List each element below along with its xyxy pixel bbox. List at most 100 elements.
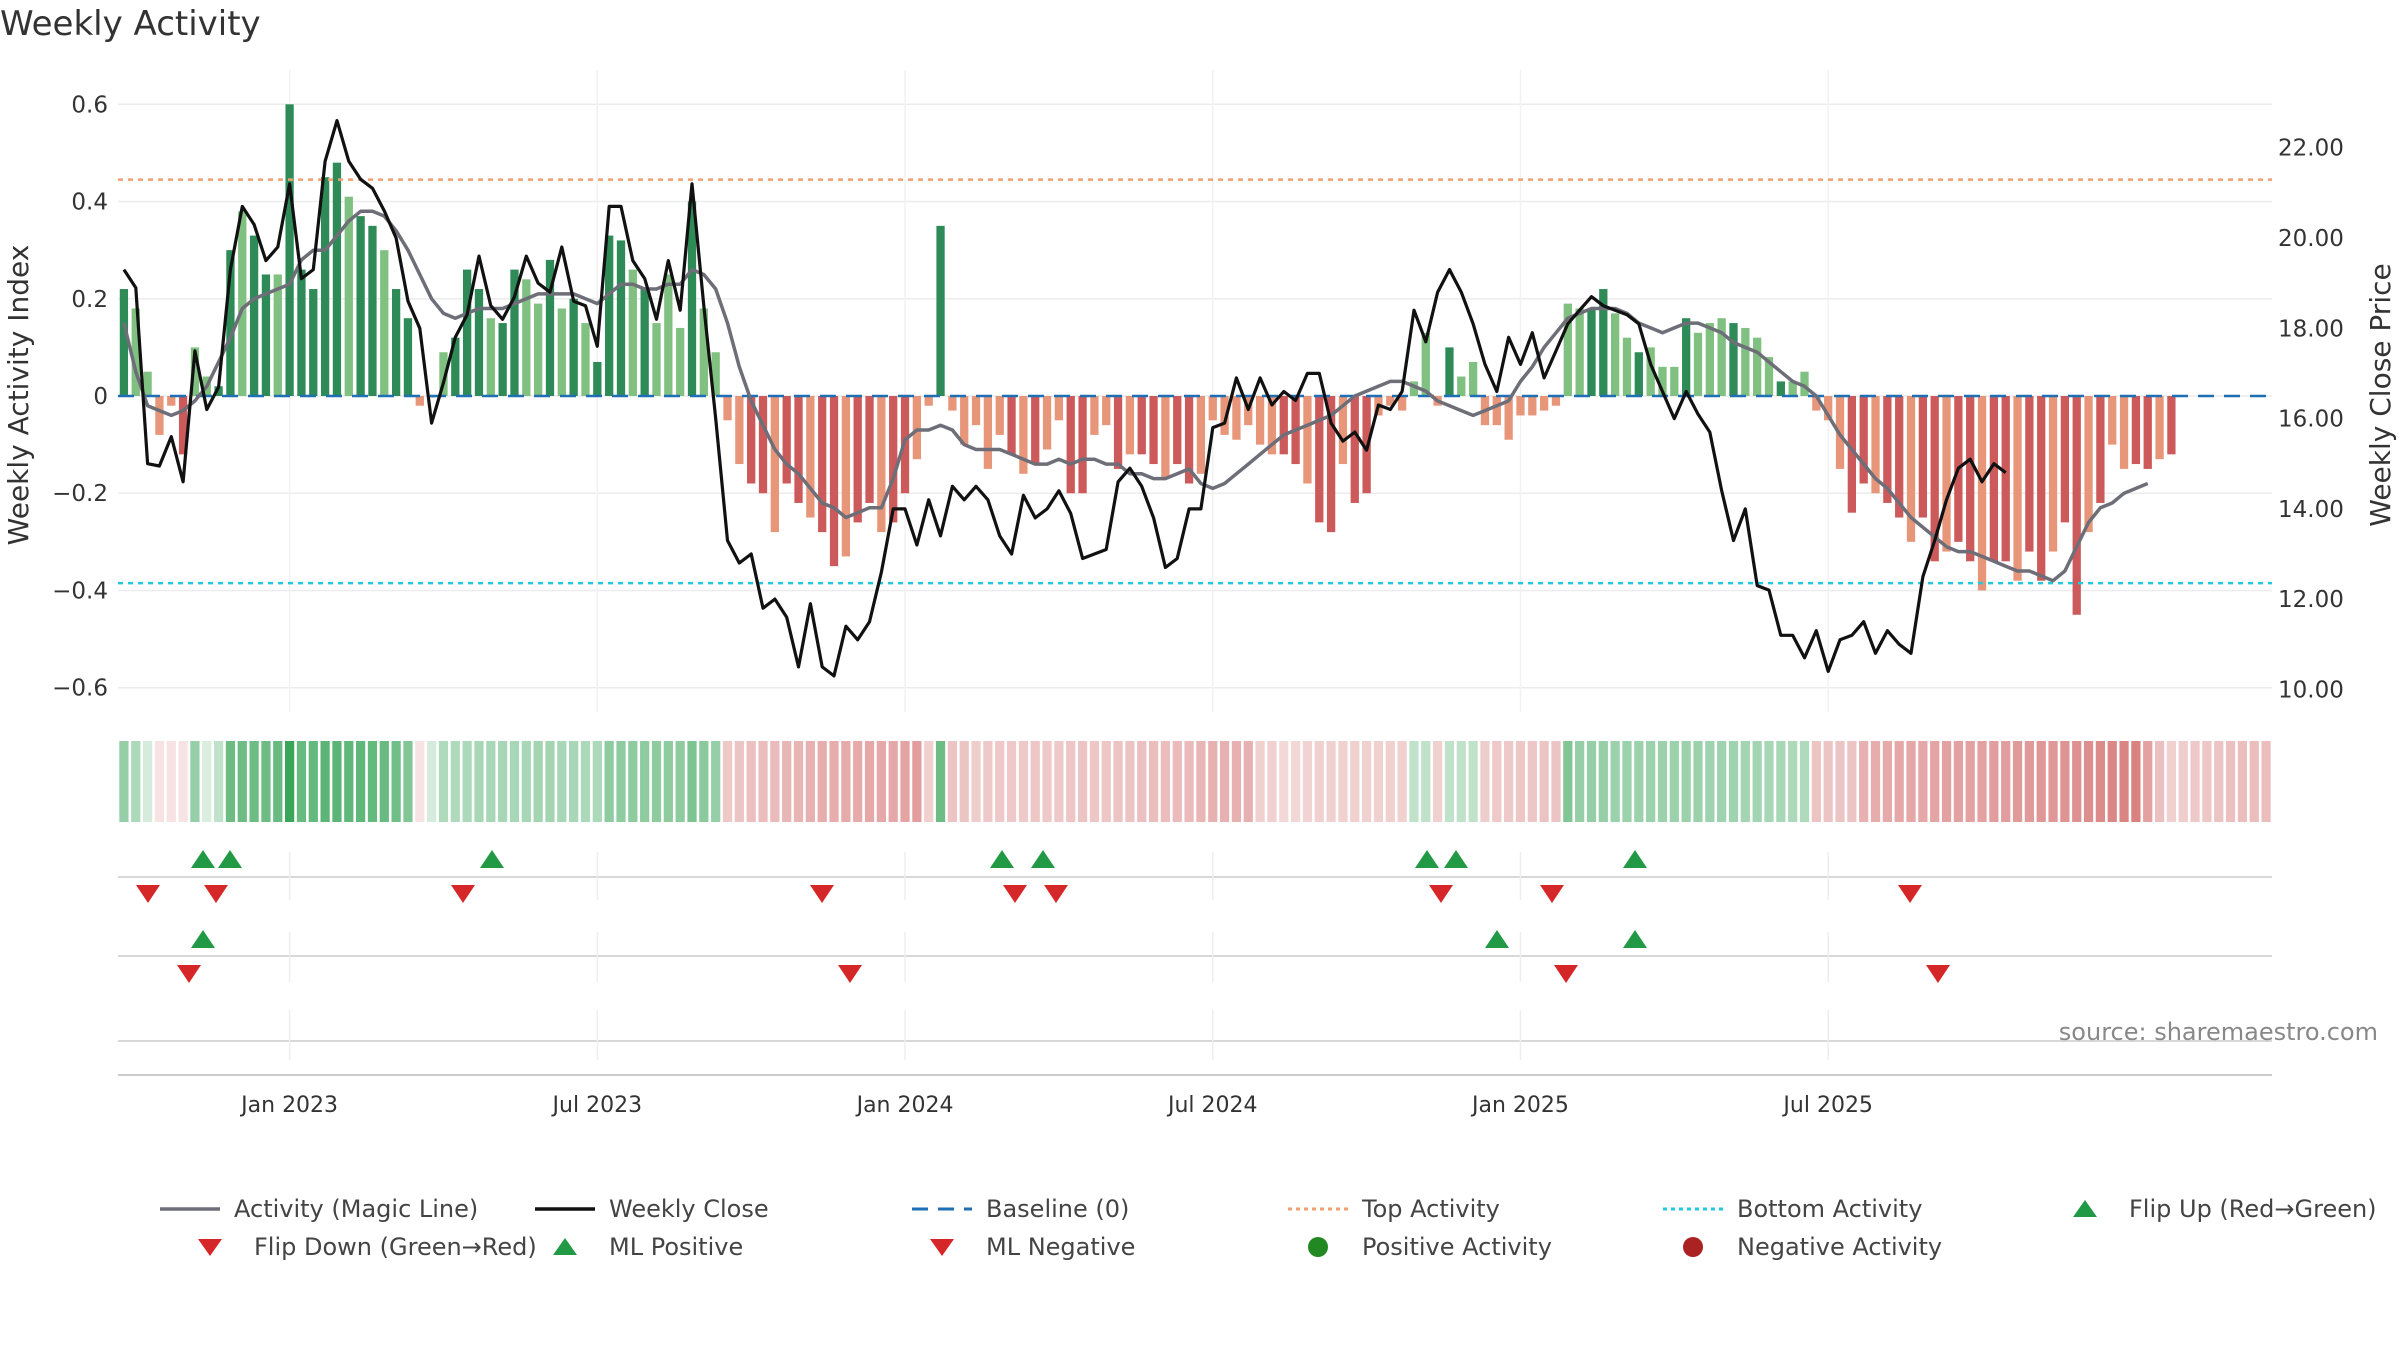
activity-strip-cell — [1326, 741, 1336, 822]
activity-bar — [1717, 318, 1726, 396]
activity-strip-cell — [1859, 741, 1869, 822]
activity-strip-cell — [427, 741, 437, 822]
activity-strip-cell — [2225, 741, 2236, 822]
activity-strip-cell — [1480, 741, 1490, 822]
activity-strip-cell — [900, 741, 910, 822]
activity-bar — [1267, 396, 1277, 455]
activity-strip-cell — [569, 741, 579, 822]
activity-strip-cell — [2154, 741, 2165, 822]
y-left-tick-label: 0.4 — [71, 190, 108, 216]
activity-strip-cell — [344, 741, 354, 822]
activity-bar — [1196, 396, 1206, 474]
activity-strip-cell — [1160, 741, 1171, 822]
activity-strip-cell — [1657, 741, 1668, 822]
activity-strip-cell — [450, 741, 460, 822]
activity-strip-cell — [1504, 741, 1514, 822]
x-tick-label: Jan 2025 — [1470, 1093, 1569, 1118]
activity-bar — [1824, 396, 1833, 421]
activity-bar — [1646, 347, 1655, 396]
activity-bar — [285, 104, 294, 397]
activity-bar — [190, 347, 200, 396]
activity-bar — [912, 396, 922, 460]
activity-bar — [652, 323, 661, 396]
legend-swatch — [1683, 1237, 1703, 1257]
legend-label: Flip Down (Green→Red) — [254, 1233, 537, 1261]
activity-strip-cell — [190, 741, 200, 822]
activity-bar — [581, 323, 590, 396]
activity-strip-cell — [415, 741, 425, 822]
activity-strip-cell — [1314, 741, 1324, 822]
legend-item: Activity (Magic Line) — [160, 1195, 478, 1223]
activity-bar — [1776, 381, 1785, 396]
activity-strip-cell — [604, 741, 614, 822]
activity-strip-cell — [687, 741, 697, 822]
activity-strip-cell — [1006, 741, 1017, 822]
activity-strip-cell — [2001, 741, 2011, 822]
legend-item: Positive Activity — [1288, 1233, 1552, 1261]
activity-bar — [1137, 396, 1146, 455]
activity-strip-cell — [379, 741, 389, 822]
legend-label: Activity (Magic Line) — [234, 1195, 479, 1223]
activity-strip-cell — [1882, 741, 1892, 822]
activity-strip-cell — [1527, 741, 1537, 822]
activity-bar — [687, 201, 697, 396]
activity-bar — [1232, 396, 1241, 440]
flip-up-marker — [1623, 850, 1647, 868]
activity-bar — [2119, 396, 2129, 469]
activity-bar — [1906, 396, 1916, 542]
legend-item: Top Activity — [1288, 1195, 1500, 1223]
activity-bar — [1149, 396, 1158, 465]
activity-strip-cell — [2143, 741, 2153, 822]
activity-strip-cell — [1977, 741, 1987, 822]
activity-strip-cell — [2024, 741, 2034, 822]
activity-strip-cell — [1172, 741, 1182, 822]
activity-bar — [569, 298, 578, 396]
activity-bar — [1102, 396, 1111, 426]
activity-strip-cell — [1456, 741, 1466, 822]
y-left-tick-label: −0.6 — [52, 676, 108, 702]
activity-strip-cell — [1811, 741, 1821, 822]
activity-bar — [178, 396, 188, 455]
activity-bar — [770, 396, 779, 533]
legend-item: ML Positive — [535, 1233, 743, 1261]
activity-bar — [723, 396, 732, 421]
activity-bar — [995, 396, 1004, 435]
activity-strip-cell — [853, 741, 863, 822]
activity-bar — [1468, 361, 1478, 396]
activity-bar — [557, 308, 566, 396]
activity-bar — [853, 396, 862, 523]
ml-negative-marker — [1926, 965, 1950, 983]
activity-bar — [2037, 396, 2046, 581]
activity-bar — [1551, 396, 1561, 406]
activity-bar — [1611, 313, 1620, 396]
activity-strip-cell — [1184, 741, 1194, 822]
legend-item: ML Negative — [912, 1233, 1135, 1261]
activity-strip-cell — [509, 741, 520, 822]
y-right-tick-label: 22.00 — [2278, 136, 2344, 162]
activity-bar — [1859, 396, 1868, 484]
activity-strip-cell — [592, 741, 602, 822]
activity-strip-cell — [119, 741, 129, 822]
flip-down-marker — [1540, 885, 1564, 903]
activity-bar — [758, 396, 768, 494]
legend-item: Negative Activity — [1663, 1233, 1942, 1261]
activity-bar — [1007, 396, 1016, 455]
activity-bar — [936, 225, 945, 396]
activity-strip-cell — [1385, 741, 1395, 822]
activity-bar — [238, 211, 247, 396]
activity-strip-cell — [1066, 741, 1076, 822]
activity-strip-cell — [1148, 741, 1159, 822]
activity-bar — [1492, 396, 1501, 426]
activity-strip-cell — [640, 741, 650, 822]
activity-strip-cell — [841, 741, 851, 822]
activity-strip-cell — [1906, 741, 1916, 822]
activity-bar — [1871, 396, 1880, 494]
activity-strip-cell — [971, 741, 981, 822]
activity-strip-cell — [1894, 741, 1904, 822]
activity-strip-cell — [1302, 741, 1313, 822]
flip-down-marker — [136, 885, 160, 903]
activity-bar — [877, 396, 886, 533]
activity-bar — [1895, 396, 1904, 518]
legend-item: Flip Up (Red→Green) — [2055, 1195, 2377, 1223]
